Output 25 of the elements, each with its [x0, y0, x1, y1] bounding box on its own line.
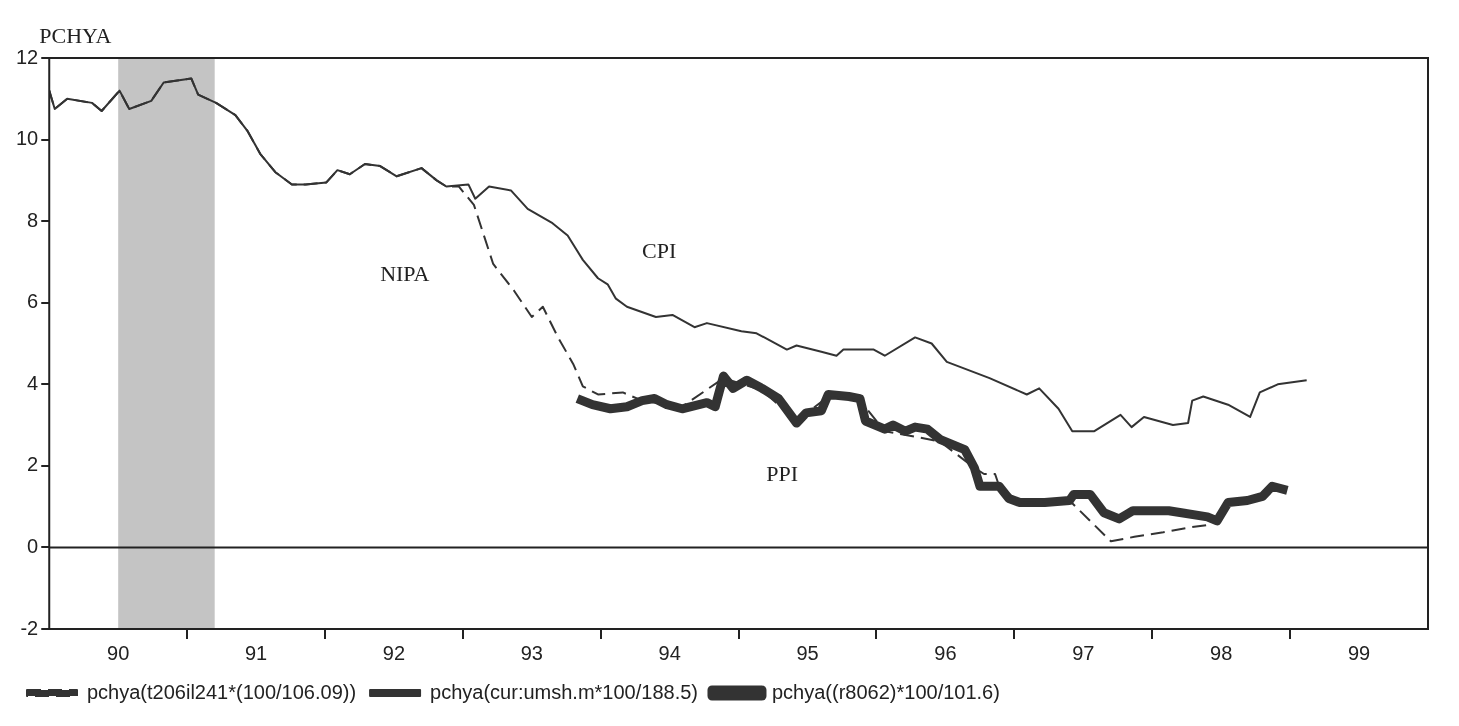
x-tick-label: 95 [796, 641, 819, 664]
x-tick-label: 96 [934, 641, 957, 664]
y-tick-label: 2 [27, 453, 39, 476]
x-tick-label: 94 [658, 641, 681, 664]
y-tick-label: 10 [16, 127, 39, 150]
annotation: PPI [766, 460, 798, 486]
x-tick-label: 92 [382, 641, 406, 664]
legend-label: pchya(t206il241*(100/106.09)) [87, 680, 357, 703]
x-tick-label: 93 [520, 641, 543, 664]
x-tick-label: 91 [244, 641, 268, 664]
y-tick-label: 12 [16, 45, 39, 68]
y-tick-label: -2 [20, 616, 39, 639]
x-tick-label: 98 [1210, 641, 1233, 664]
annotation: CPI [642, 237, 677, 263]
y-tick-label: 0 [27, 534, 39, 557]
x-tick-label: 97 [1072, 641, 1095, 664]
x-tick-label: 90 [107, 641, 130, 664]
y-axis-title: PCHYA [39, 22, 112, 48]
legend-label: pchya(cur:umsh.m*100/188.5) [430, 680, 698, 703]
legend-label: pchya((r8062)*100/101.6) [771, 680, 1000, 703]
x-tick-label: 99 [1347, 641, 1371, 664]
annotation: NIPA [380, 260, 430, 286]
y-tick-label: 6 [27, 290, 39, 313]
y-tick-label: 8 [27, 208, 39, 231]
y-tick-label: 4 [27, 371, 39, 394]
